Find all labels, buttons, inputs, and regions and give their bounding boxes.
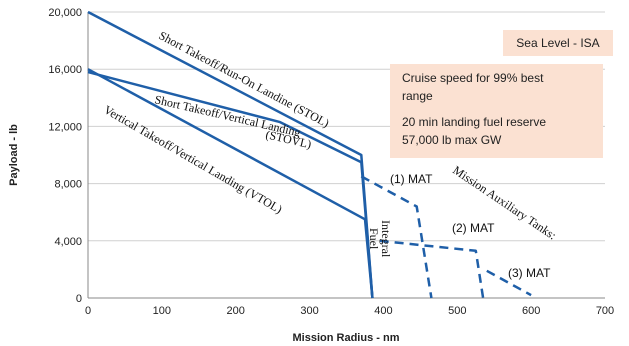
- cruise-speed-label-cont: range: [402, 89, 433, 103]
- y-tick-label: 8,000: [54, 179, 82, 191]
- x-tick-label: 600: [522, 305, 540, 317]
- x-tick-label: 100: [153, 305, 171, 317]
- conditions-box: [390, 64, 603, 158]
- x-tick-label: 500: [448, 305, 466, 317]
- integral-fuel-label-cont: Fuel: [367, 228, 381, 250]
- y-tick-label: 12,000: [48, 121, 82, 133]
- reserve-label: 20 min landing fuel reserve: [402, 115, 546, 129]
- max-gw-label: 57,000 lb max GW: [402, 133, 502, 147]
- y-tick-label: 0: [76, 293, 82, 305]
- series-line-4: [379, 239, 485, 299]
- x-tick-label: 200: [227, 305, 245, 317]
- mat1-label: (1) MAT: [390, 172, 433, 186]
- sea-level-box: [503, 30, 613, 56]
- x-tick-labels: 0 100 200 300 400 500 600 700: [85, 305, 614, 317]
- series-lines: [87, 10, 532, 299]
- cruise-speed-label: Cruise speed for 99% best: [402, 71, 544, 85]
- x-tick-label: 300: [300, 305, 318, 317]
- y-tick-label: 16,000: [48, 64, 82, 76]
- y-tick-label: 4,000: [54, 236, 82, 248]
- series-line-3: [360, 175, 433, 299]
- y-axis-title: Payload - lb: [8, 124, 20, 186]
- x-axis-title: Mission Radius - nm: [293, 332, 400, 344]
- series-line-5: [486, 269, 532, 297]
- mat3-label: (3) MAT: [508, 266, 551, 280]
- x-tick-label: 0: [85, 305, 91, 317]
- x-tick-label: 400: [374, 305, 392, 317]
- mat2-label: (2) MAT: [452, 221, 495, 235]
- y-tick-label: 20,000: [48, 7, 82, 19]
- sea-level-label: Sea Level - ISA: [516, 36, 599, 50]
- integral-fuel-label: Integral: [379, 220, 393, 258]
- series-line-0: [87, 10, 374, 299]
- y-tick-labels: 0 4,000 8,000 12,000 16,000 20,000: [48, 7, 82, 305]
- series-line-2: [87, 68, 374, 299]
- x-tick-label: 700: [596, 305, 614, 317]
